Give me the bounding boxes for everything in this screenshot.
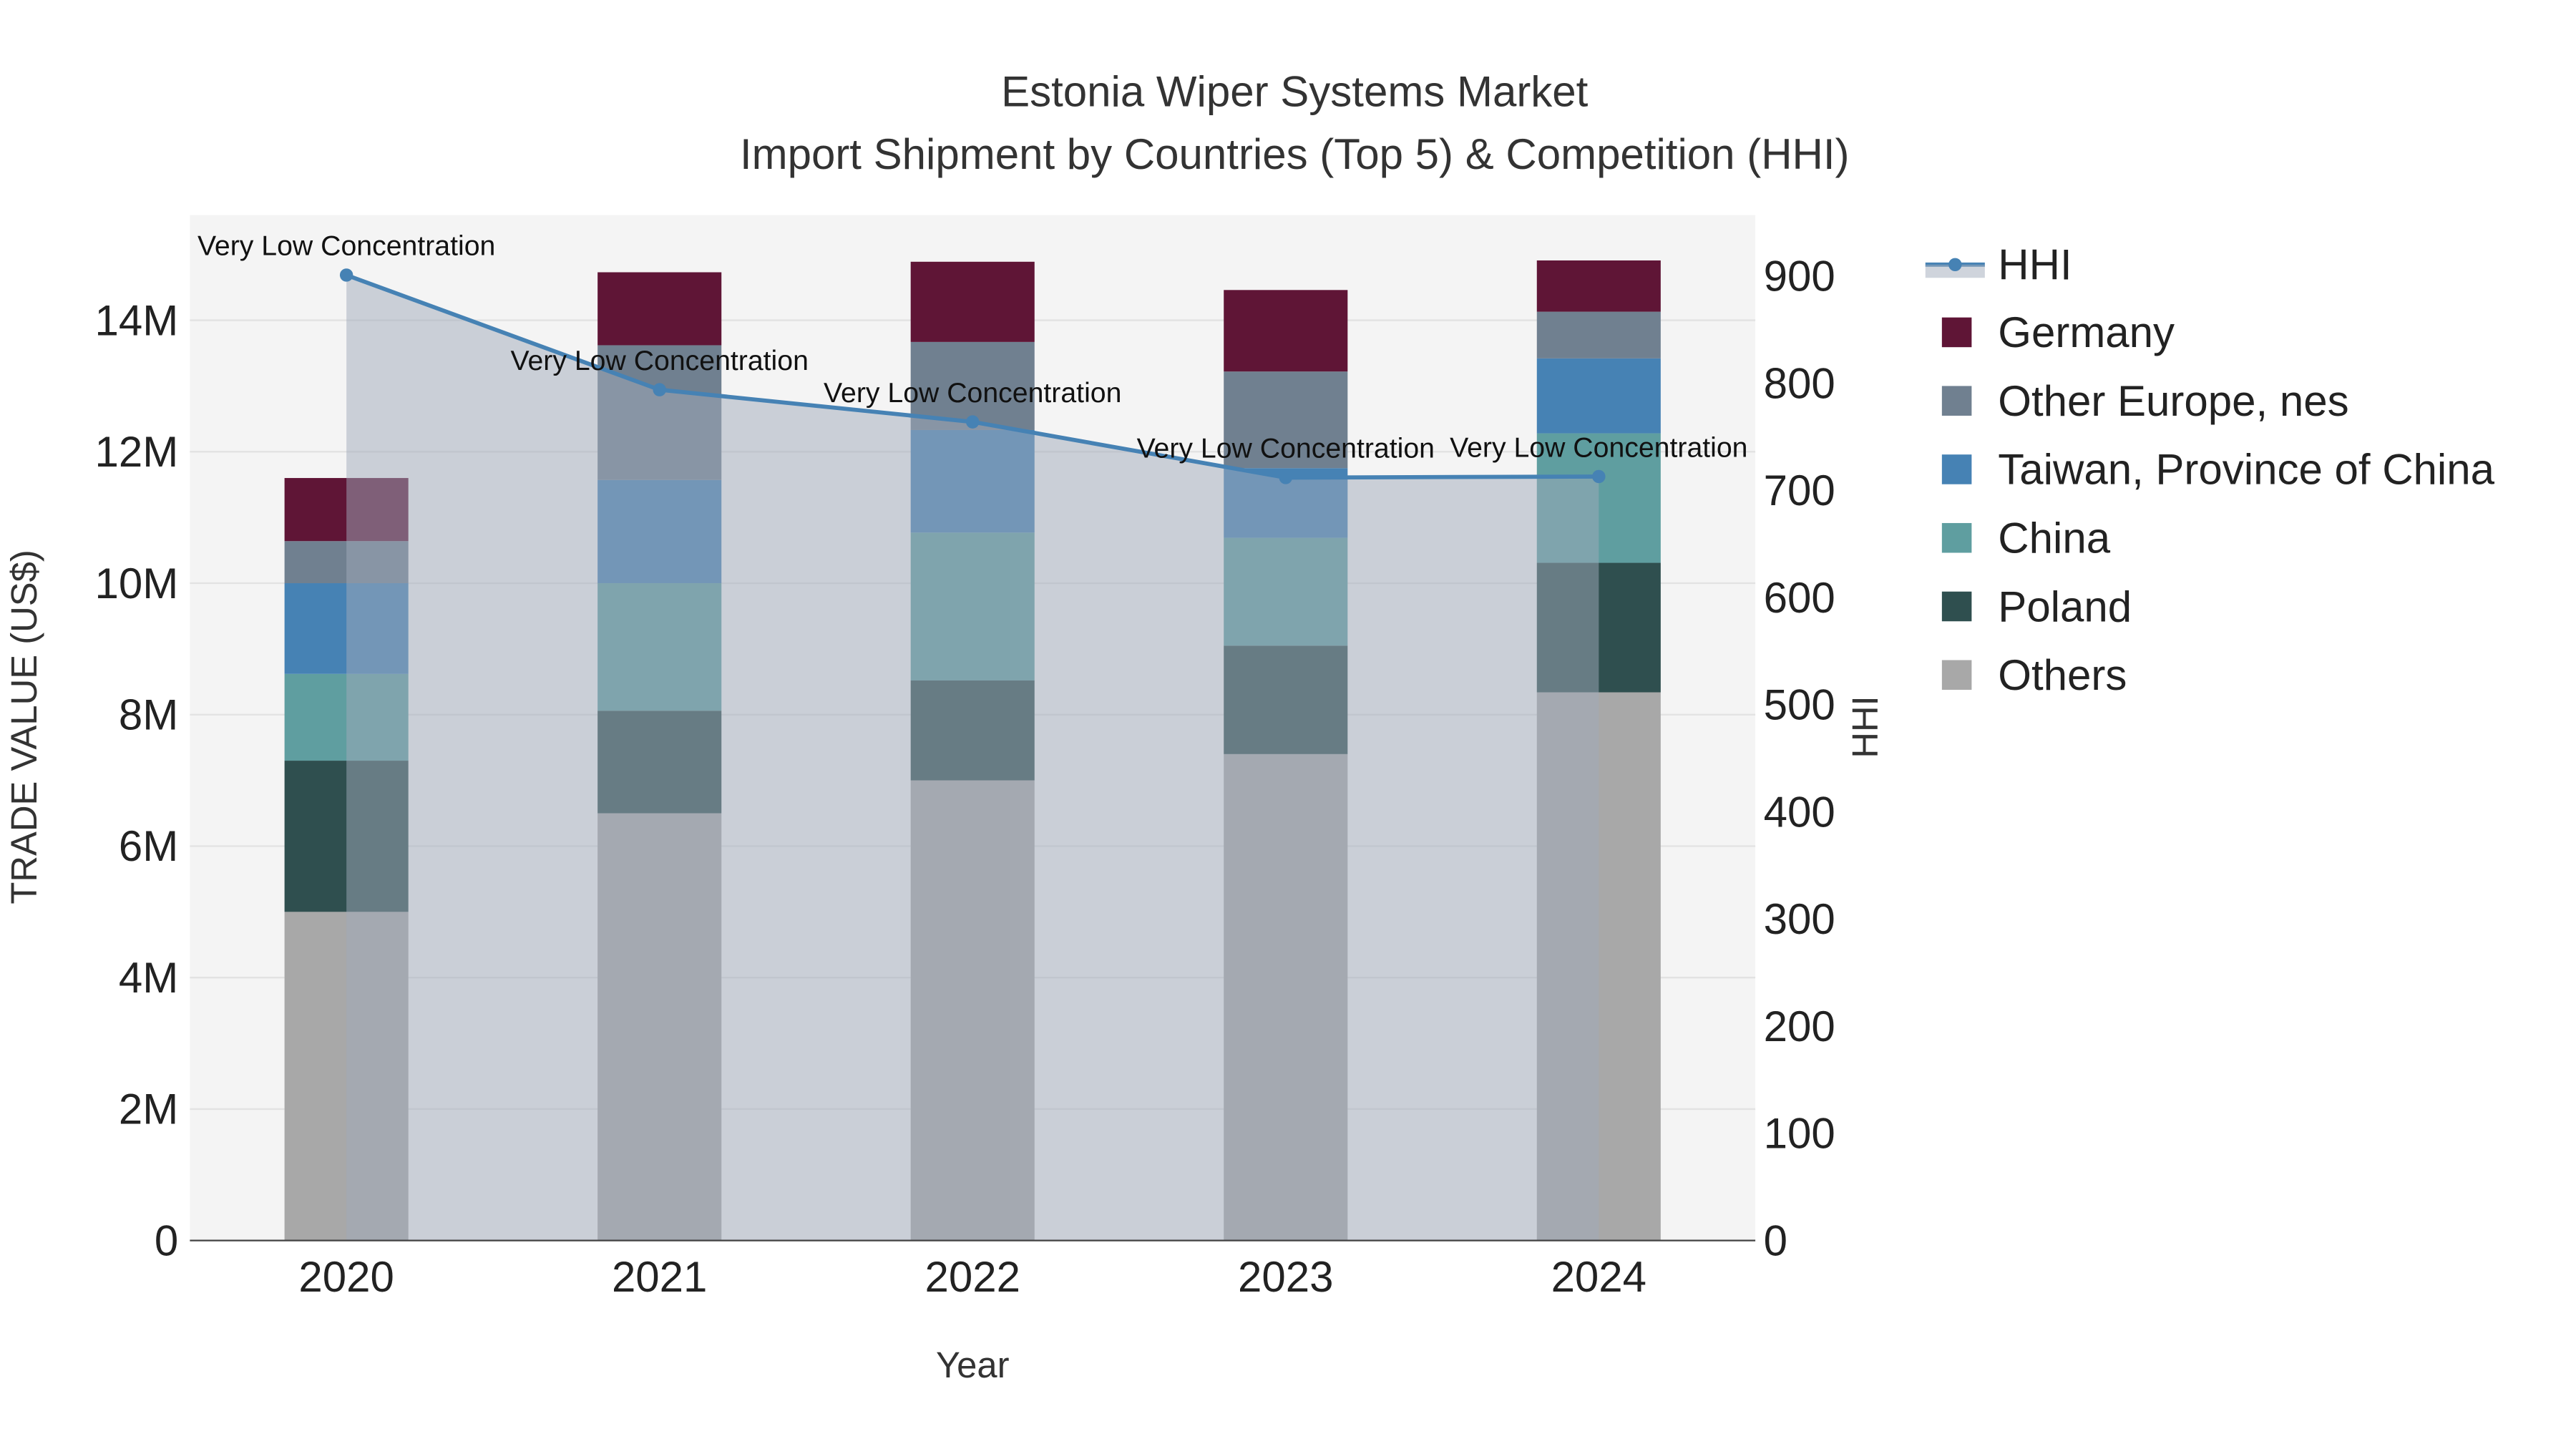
legend-label: Others bbox=[1998, 651, 2127, 699]
x-tick-label: 2023 bbox=[1238, 1253, 1333, 1301]
x-axis-label: Year bbox=[936, 1345, 1010, 1385]
y-tick-label: 2M bbox=[119, 1085, 178, 1133]
legend-swatch bbox=[1941, 660, 1972, 691]
hhi-area bbox=[346, 275, 1599, 1241]
hhi-annotation: Very Low Concentration bbox=[197, 230, 495, 262]
bar-other-europe-nes bbox=[1224, 371, 1348, 469]
x-tick-label: 2020 bbox=[298, 1253, 394, 1301]
hhi-point bbox=[339, 268, 353, 282]
legend-swatch bbox=[1941, 454, 1972, 484]
x-tick-label: 2021 bbox=[612, 1253, 707, 1301]
x-tick-label: 2022 bbox=[924, 1253, 1020, 1301]
legend-label: Poland bbox=[1998, 582, 2132, 630]
y-tick-label: 4M bbox=[119, 954, 178, 1002]
bar-germany bbox=[1536, 260, 1661, 312]
y2-tick-label: 700 bbox=[1764, 467, 1835, 514]
hhi-point bbox=[1279, 471, 1292, 484]
bar-germany bbox=[1224, 290, 1348, 372]
chart-title: Estonia Wiper Systems Market bbox=[1001, 67, 1589, 115]
legend-swatch bbox=[1941, 317, 1972, 348]
legend-swatch bbox=[1941, 591, 1972, 622]
y2-tick-label: 900 bbox=[1764, 253, 1835, 301]
hhi-point bbox=[966, 415, 980, 429]
y2-tick-label: 600 bbox=[1764, 574, 1835, 622]
chart-subtitle: Import Shipment by Countries (Top 5) & C… bbox=[740, 130, 1850, 178]
bar-germany bbox=[910, 261, 1035, 342]
legend-label: China bbox=[1998, 514, 2110, 562]
y2-axis-label: HHI bbox=[1845, 696, 1885, 758]
legend-label: Germany bbox=[1998, 308, 2175, 356]
y-tick-label: 12M bbox=[95, 428, 179, 476]
bar-germany bbox=[597, 272, 722, 346]
y2-tick-label: 800 bbox=[1764, 359, 1835, 407]
y2-tick-label: 300 bbox=[1764, 895, 1835, 943]
y2-tick-label: 500 bbox=[1764, 681, 1835, 729]
legend: HHI Germany Other Europe, nes Taiwan, Provi… bbox=[1925, 241, 2495, 699]
y2-tick-label: 200 bbox=[1764, 1002, 1835, 1050]
legend-hhi-marker bbox=[1948, 258, 1962, 272]
y2-tick-label: 100 bbox=[1764, 1110, 1835, 1158]
hhi-point bbox=[1592, 469, 1606, 484]
legend-label: Taiwan, Province of China bbox=[1998, 446, 2494, 494]
legend-swatch bbox=[1941, 522, 1972, 553]
hhi-annotation: Very Low Concentration bbox=[1137, 433, 1435, 464]
bar-taiwan-province-of-china bbox=[1536, 358, 1661, 434]
y-tick-label: 14M bbox=[95, 296, 179, 344]
legend-label: Other Europe, nes bbox=[1998, 377, 2348, 425]
legend-swatch bbox=[1941, 386, 1972, 416]
hhi-annotation: Very Low Concentration bbox=[824, 377, 1121, 409]
hhi-point bbox=[653, 383, 666, 396]
y-tick-label: 0 bbox=[155, 1216, 178, 1264]
y2-tick-label: 400 bbox=[1764, 788, 1835, 836]
hhi-annotation: Very Low Concentration bbox=[510, 345, 808, 376]
hhi-annotation: Very Low Concentration bbox=[1450, 431, 1747, 463]
y-tick-label: 10M bbox=[95, 560, 179, 608]
y-tick-label: 8M bbox=[119, 691, 178, 739]
y-axis-label: TRADE VALUE (US$) bbox=[4, 550, 44, 904]
y-tick-label: 6M bbox=[119, 822, 178, 870]
legend-label-hhi: HHI bbox=[1998, 241, 2072, 289]
x-tick-label: 2024 bbox=[1551, 1253, 1646, 1301]
bar-other-europe-nes bbox=[1536, 311, 1661, 358]
y2-tick-label: 0 bbox=[1764, 1216, 1787, 1264]
